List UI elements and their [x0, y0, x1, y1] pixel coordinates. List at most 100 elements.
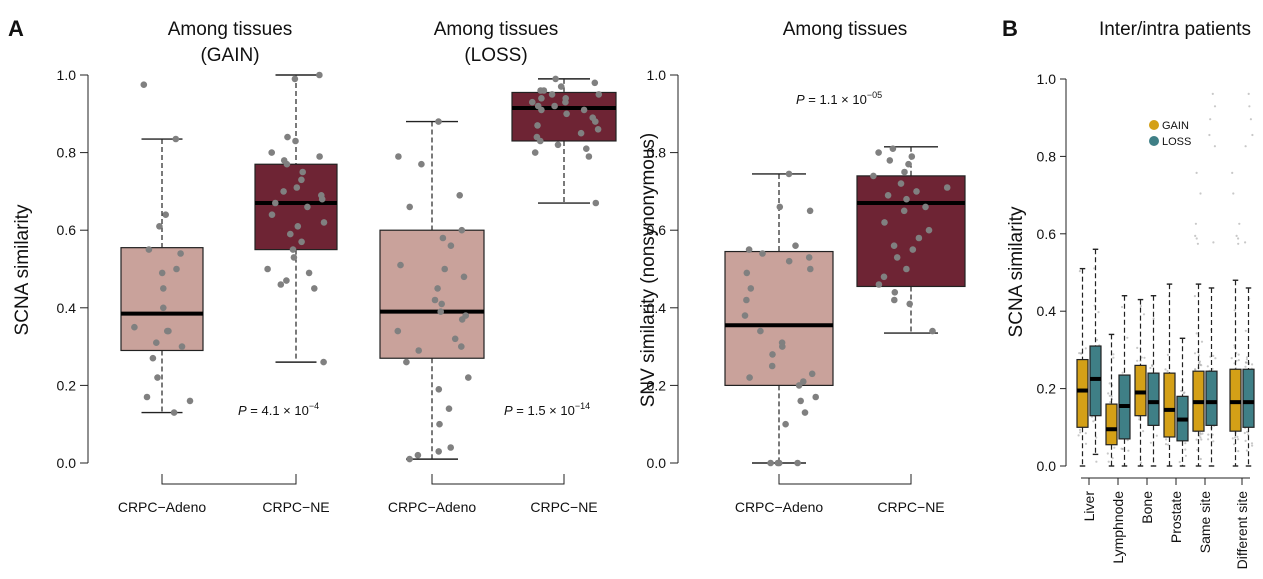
data-point [143, 393, 151, 401]
chart-snv-category-adeno: CRPC−Adeno [735, 499, 824, 515]
chart-loss-category-ne: CRPC−NE [530, 499, 597, 515]
data-point [577, 129, 585, 137]
data-point [320, 219, 328, 226]
data-point [551, 102, 558, 110]
data-point [290, 254, 298, 261]
jitter-point [1245, 356, 1249, 359]
data-point [595, 91, 603, 98]
data-point [158, 269, 166, 277]
box-gain-3 [1163, 283, 1176, 467]
jitter-point [1236, 435, 1239, 438]
chart-snv: Among tissues SNV similarity (nonsynonym… [638, 19, 966, 515]
data-point [264, 265, 271, 273]
jitter-point [1127, 449, 1130, 452]
data-point [165, 327, 172, 335]
data-point [268, 211, 276, 218]
jitter-point [1107, 460, 1110, 463]
jitter-point [1155, 434, 1158, 437]
jitter-point [1199, 192, 1202, 195]
data-point [435, 118, 442, 125]
jitter-point [1232, 192, 1235, 195]
data-point [153, 339, 160, 347]
chart-snv-p-value-text: = 1.1 × 10 [805, 92, 867, 107]
data-point [305, 269, 313, 277]
jitter-point [1251, 363, 1254, 366]
data-point [890, 242, 898, 249]
box-iqr [1242, 368, 1255, 428]
legend-gain-marker [1149, 120, 1159, 130]
data-point [447, 242, 455, 249]
jitter-point [1250, 442, 1254, 445]
data-point [186, 397, 194, 405]
jitter-point [1151, 364, 1154, 368]
jitter-point [1194, 234, 1197, 237]
data-point [792, 242, 799, 249]
jitter-point [1195, 332, 1198, 335]
legend-gain-label: GAIN [1162, 120, 1189, 132]
data-point [893, 254, 901, 261]
chart-inter-intra: Inter/intra patients SCNA similarity 0.0… [1006, 19, 1255, 569]
data-point [741, 312, 749, 319]
chart-snv-p-value-prefix: P [796, 92, 805, 107]
jitter-point [1136, 346, 1139, 349]
jitter-point [1078, 428, 1082, 431]
data-point [580, 106, 588, 114]
data-point [552, 75, 559, 83]
data-point [298, 238, 305, 246]
data-point [465, 374, 472, 381]
jitter-point [1195, 171, 1198, 174]
legend-loss-marker [1149, 136, 1159, 146]
jitter-point [1097, 311, 1100, 314]
jitter-point [1237, 237, 1240, 240]
data-point [394, 327, 402, 335]
data-point [881, 219, 888, 226]
y-tick-label: 0.6 [57, 222, 77, 238]
chart-loss-p-value-exp: −14 [575, 401, 590, 411]
data-point [906, 300, 913, 308]
box-loss-3 [1176, 337, 1189, 467]
box-loss-2 [1147, 295, 1160, 467]
data-point [445, 405, 453, 413]
chart-gain-title-line2: (GAIN) [200, 45, 259, 66]
jitter-point [1212, 241, 1215, 244]
data-point [875, 149, 882, 156]
box-iqr [254, 163, 338, 251]
data-point [779, 343, 786, 350]
data-point [316, 153, 323, 160]
data-point [801, 409, 809, 416]
box-iqr [1105, 403, 1118, 446]
jitter-point [1244, 241, 1247, 244]
legend-loss-label: LOSS [1162, 136, 1191, 148]
jitter-point [1198, 360, 1201, 363]
data-point [554, 141, 562, 149]
chart-inter-intra-boxes [1076, 248, 1255, 467]
chart-gain-boxes [120, 71, 338, 416]
jitter-point [1247, 433, 1250, 436]
data-point [160, 285, 167, 292]
jitter-point [1084, 347, 1087, 350]
box-iqr [1163, 372, 1176, 438]
jitter-point [1237, 359, 1240, 362]
data-point [592, 118, 599, 125]
panel-b-letter: B [1002, 16, 1018, 41]
data-point [403, 358, 410, 366]
box-iqr [1147, 372, 1160, 426]
data-point [757, 327, 764, 335]
y-tick-label: 0.4 [1037, 303, 1057, 319]
data-point [395, 153, 402, 160]
jitter-point [1206, 365, 1209, 368]
box-iqr [120, 247, 204, 352]
y-tick-label: 0.0 [647, 455, 667, 471]
y-tick-label: 1.0 [647, 67, 667, 83]
data-point [905, 160, 912, 168]
data-point [891, 296, 898, 304]
jitter-point [1110, 395, 1113, 398]
data-point [562, 98, 569, 106]
jitter-point [1194, 222, 1197, 225]
jitter-point [1235, 234, 1238, 237]
chart-loss-x-bracket [431, 474, 565, 485]
chart-loss: Among tissues (LOSS) CRPC−Adeno CRPC−NE … [379, 19, 617, 515]
data-point [537, 87, 544, 94]
jitter-point [1108, 382, 1111, 385]
data-point [557, 83, 565, 90]
